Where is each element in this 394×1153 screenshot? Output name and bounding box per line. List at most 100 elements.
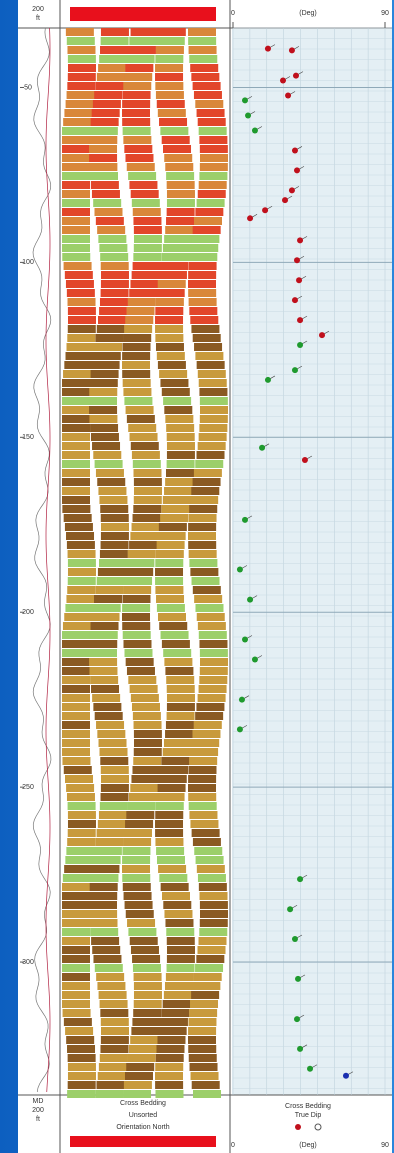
image-block bbox=[62, 694, 90, 702]
image-block bbox=[188, 1036, 216, 1044]
image-block bbox=[63, 622, 91, 630]
image-block bbox=[123, 334, 151, 342]
image-block bbox=[101, 1027, 129, 1035]
image-block bbox=[198, 694, 226, 702]
image-block bbox=[62, 991, 90, 999]
image-block bbox=[191, 739, 219, 747]
image-block bbox=[133, 964, 161, 972]
image-block bbox=[158, 865, 186, 873]
image-block bbox=[68, 829, 96, 837]
image-block bbox=[199, 640, 227, 648]
image-block bbox=[62, 487, 90, 495]
image-block bbox=[67, 586, 95, 594]
dip-point bbox=[239, 697, 245, 703]
image-block bbox=[166, 172, 194, 180]
dip-point bbox=[302, 457, 308, 463]
image-block bbox=[123, 379, 151, 387]
image-block bbox=[67, 82, 95, 90]
image-block bbox=[191, 487, 219, 495]
image-block bbox=[65, 775, 93, 783]
image-block bbox=[129, 541, 157, 549]
image-block bbox=[189, 802, 217, 810]
image-block bbox=[68, 559, 96, 567]
image-block bbox=[101, 37, 129, 45]
image-block bbox=[68, 307, 96, 315]
image-block bbox=[131, 190, 159, 198]
image-block bbox=[158, 532, 186, 540]
image-block bbox=[68, 64, 96, 72]
image-block bbox=[196, 955, 224, 963]
image-block bbox=[199, 937, 227, 945]
image-block bbox=[198, 622, 226, 630]
image-block bbox=[65, 271, 93, 279]
image-block bbox=[194, 595, 222, 603]
image-block bbox=[67, 793, 95, 801]
image-block bbox=[167, 199, 195, 207]
dip-point bbox=[297, 237, 303, 243]
image-block bbox=[68, 568, 96, 576]
image-block bbox=[198, 874, 226, 882]
image-block bbox=[128, 424, 156, 432]
image-block bbox=[62, 721, 90, 729]
image-block bbox=[122, 613, 150, 621]
image-block bbox=[62, 145, 90, 153]
image-block bbox=[122, 361, 150, 369]
image-block bbox=[129, 793, 157, 801]
image-block bbox=[100, 253, 128, 261]
image-block bbox=[167, 208, 195, 216]
image-block bbox=[91, 433, 119, 441]
image-block bbox=[165, 667, 193, 675]
image-block bbox=[96, 973, 124, 981]
image-block bbox=[157, 793, 185, 801]
image-block bbox=[197, 361, 225, 369]
image-block bbox=[190, 820, 218, 828]
image-block bbox=[92, 613, 120, 621]
image-block bbox=[165, 982, 193, 990]
image-block bbox=[64, 1018, 92, 1026]
image-block bbox=[62, 397, 90, 405]
image-block bbox=[93, 604, 121, 612]
image-block bbox=[189, 1009, 217, 1017]
image-block bbox=[89, 910, 117, 918]
image-block bbox=[123, 631, 151, 639]
image-block bbox=[160, 262, 188, 270]
image-block bbox=[159, 523, 187, 531]
image-block bbox=[131, 28, 159, 36]
image-block bbox=[196, 856, 224, 864]
image-block bbox=[167, 946, 195, 954]
image-block bbox=[160, 379, 188, 387]
image-block bbox=[159, 118, 187, 126]
image-block bbox=[155, 334, 183, 342]
image-block bbox=[199, 631, 227, 639]
image-block bbox=[158, 361, 186, 369]
image-block bbox=[96, 469, 124, 477]
image-block bbox=[90, 424, 118, 432]
image-block bbox=[90, 631, 118, 639]
image-block bbox=[134, 748, 162, 756]
image-block bbox=[132, 766, 160, 774]
image-block bbox=[190, 568, 218, 576]
image-block bbox=[188, 37, 216, 45]
dip-point bbox=[293, 73, 299, 79]
image-block bbox=[193, 226, 221, 234]
image-block bbox=[97, 577, 125, 585]
image-block bbox=[99, 991, 127, 999]
image-block bbox=[134, 982, 162, 990]
image-block bbox=[134, 496, 162, 504]
image-block bbox=[127, 415, 155, 423]
image-block bbox=[197, 865, 225, 873]
image-block bbox=[157, 37, 185, 45]
image-block bbox=[156, 1054, 184, 1062]
image-block bbox=[68, 550, 96, 558]
image-block bbox=[166, 676, 194, 684]
image-block bbox=[62, 703, 90, 711]
image-block bbox=[163, 145, 191, 153]
image-block bbox=[99, 55, 127, 63]
image-block bbox=[189, 262, 217, 270]
image-block bbox=[99, 1063, 127, 1071]
image-block bbox=[98, 568, 126, 576]
image-block bbox=[159, 622, 187, 630]
image-block bbox=[159, 271, 187, 279]
image-block bbox=[122, 118, 150, 126]
image-block bbox=[157, 541, 185, 549]
